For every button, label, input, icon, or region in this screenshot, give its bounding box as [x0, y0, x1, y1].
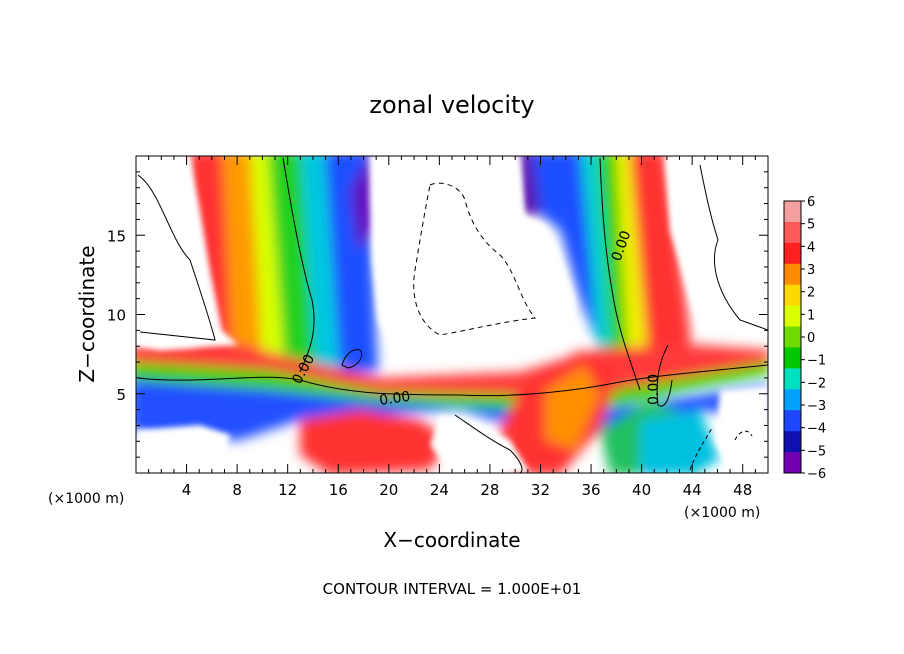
x-unit-left: (×1000 m) — [48, 491, 124, 507]
colorbar-label: −5 — [807, 444, 826, 459]
contour-dashed-center — [413, 182, 536, 336]
right-band-red — [630, 156, 690, 380]
colorbar-swatch — [784, 431, 801, 453]
contour-bottom-thin — [454, 414, 523, 473]
colorbar-label: 2 — [807, 286, 815, 301]
velocity-field: 0.00 0.00 0.00 0.00 — [136, 156, 768, 473]
contour-label-right2: 0.00 — [646, 374, 662, 405]
x-tick-label: 36 — [581, 481, 600, 499]
colorbar-label: 4 — [807, 240, 815, 255]
contour-zero-right2 — [656, 344, 673, 407]
contour-left-thin — [137, 174, 216, 341]
colorbar-label: 6 — [807, 195, 815, 210]
white-region-left — [136, 156, 238, 350]
white-region-bottom-right — [715, 385, 768, 473]
contour-lines — [137, 157, 768, 473]
left-band-purple — [350, 156, 374, 250]
bottom-cyan-right — [640, 410, 720, 473]
colorbar-label: 3 — [807, 263, 815, 278]
y-tick-label: 10 — [107, 307, 126, 325]
x-tick-label: 44 — [683, 481, 702, 499]
colorbar-swatch — [784, 452, 801, 474]
colorbar: 6 5 4 3 2 1 0 −1 −2 −3 −4 −5 −6 — [783, 195, 826, 482]
x-tick-label: 24 — [430, 481, 449, 499]
contour-zero-right — [599, 157, 641, 391]
colorbar-swatch — [784, 201, 801, 223]
x-tick-label: 48 — [733, 481, 752, 499]
colorbar-label: −4 — [807, 422, 826, 437]
colorbar-swatch — [784, 305, 801, 328]
bottom-orange-center — [545, 365, 600, 450]
x-tick-label: 20 — [379, 481, 398, 499]
contour-interval-text: CONTOUR INTERVAL = 1.000E+01 — [323, 580, 582, 598]
x-tick-label: 12 — [278, 481, 297, 499]
colorbar-swatch — [784, 368, 801, 390]
x-axis-ticks: 4 8 12 16 20 24 28 32 36 40 44 48 — [148, 156, 756, 499]
colorbar-swatch — [784, 389, 801, 411]
white-region-bottom-left — [136, 425, 230, 473]
colorbar-label: 5 — [807, 218, 815, 233]
x-tick-label: 40 — [632, 481, 651, 499]
colorbar-swatch — [784, 410, 801, 432]
y-tick-label: 5 — [116, 386, 126, 404]
contour-small-loop — [341, 349, 363, 369]
contour-label-low: 0.00 — [378, 389, 411, 409]
y-axis-label: Z−coordinate — [75, 245, 99, 382]
bottom-red-left — [300, 410, 450, 473]
x-tick-label: 32 — [531, 481, 550, 499]
colorbar-swatch — [784, 284, 801, 307]
colorbar-label: −2 — [807, 376, 826, 391]
contour-right-thin — [699, 164, 768, 331]
colorbar-swatch — [784, 221, 801, 244]
x-tick-label: 16 — [329, 481, 348, 499]
y-tick-label: 15 — [107, 227, 126, 245]
x-unit-right: (×1000 m) — [684, 505, 760, 521]
white-region-bottom-center — [430, 415, 530, 473]
colorbar-label: 1 — [807, 308, 815, 323]
x-tick-label: 4 — [182, 481, 192, 499]
x-axis-label: X−coordinate — [383, 528, 520, 552]
white-region-center — [370, 156, 575, 352]
colorbar-label: 0 — [807, 331, 815, 346]
chart-title: zonal velocity — [369, 91, 534, 119]
x-tick-label: 28 — [480, 481, 499, 499]
colorbar-swatch — [784, 326, 801, 348]
colorbar-label: −3 — [807, 399, 826, 414]
colorbar-swatch — [784, 347, 801, 369]
contour-zero-left — [282, 157, 315, 373]
colorbar-label: −1 — [807, 354, 826, 369]
colorbar-swatch — [784, 242, 801, 265]
contour-dashed-bottom-right — [689, 427, 753, 471]
colorbar-swatch — [784, 263, 801, 286]
x-tick-label: 8 — [232, 481, 242, 499]
y-axis-ticks: 5 10 15 — [107, 171, 768, 458]
colorbar-label: −6 — [807, 467, 826, 482]
